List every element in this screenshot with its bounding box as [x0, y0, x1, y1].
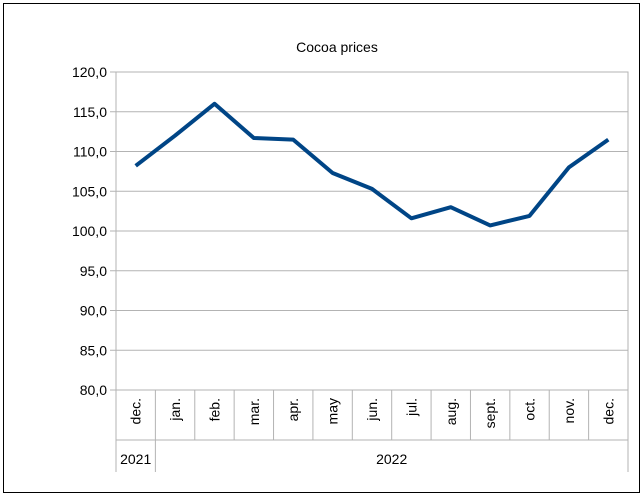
- x-axis: dec. jan. feb. mar. apr. may jun. jul. aug. sept.…: [115, 390, 629, 472]
- y-tick-label: 105,0: [72, 183, 107, 199]
- y-tick-label: 115,0: [73, 104, 107, 120]
- y-tick-label: 100,0: [72, 223, 107, 239]
- x-tick-label: sept.: [482, 398, 498, 428]
- x-tick-label: jun.: [364, 398, 380, 422]
- x-tick-label: apr.: [285, 398, 301, 421]
- y-tick-label: 85,0: [80, 342, 107, 358]
- year-label: 2021: [120, 451, 151, 467]
- chart-title: Cocoa prices: [296, 39, 378, 55]
- y-tick-label: 90,0: [80, 303, 107, 319]
- x-tick-label: oct.: [522, 398, 538, 421]
- x-tick-label: mar.: [246, 398, 262, 425]
- chart-frame: Cocoa prices 80,0 85,0 90,0 95,0 100,0 105,0 1…: [3, 3, 640, 493]
- year-label: 2022: [376, 451, 407, 467]
- x-tick-label: nov.: [561, 398, 577, 423]
- y-tick-label: 95,0: [80, 263, 107, 279]
- x-tick-label: jan.: [167, 398, 183, 422]
- y-tick-label: 120,0: [72, 64, 107, 80]
- line-chart: Cocoa prices 80,0 85,0 90,0 95,0 100,0 105,0 1…: [72, 39, 629, 472]
- series-line-group: [134, 101, 610, 228]
- x-tick-label: dec.: [600, 398, 616, 424]
- x-tick-label: jul.: [403, 398, 419, 417]
- series-line: [134, 101, 610, 228]
- y-axis: 80,0 85,0 90,0 95,0 100,0 105,0 110,0 115,0 120,…: [72, 64, 116, 398]
- y-tick-label: 110,0: [73, 144, 107, 160]
- y-tick-label: 80,0: [80, 382, 107, 398]
- x-tick-label: aug.: [443, 398, 459, 425]
- x-tick-label: feb.: [206, 398, 222, 421]
- x-tick-label: may: [325, 398, 341, 424]
- x-tick-label: dec.: [128, 398, 144, 424]
